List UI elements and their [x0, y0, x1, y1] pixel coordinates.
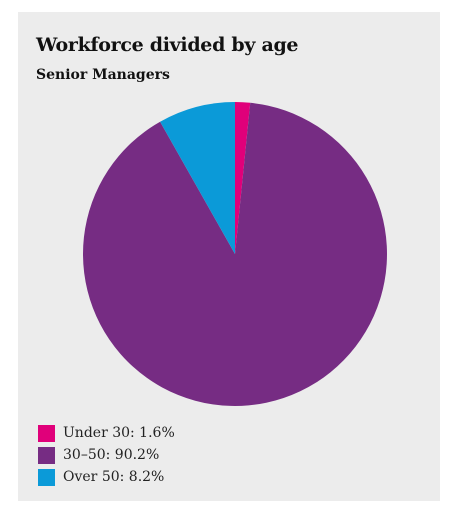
pie-slice-under-30	[235, 102, 251, 254]
chart-card: Workforce divided by age Senior Managers…	[18, 12, 440, 501]
legend-item-30-50: 30–50: 90.2%	[38, 444, 175, 466]
chart-subtitle: Senior Managers	[36, 67, 170, 83]
pie-slices	[82, 102, 387, 407]
legend: Under 30: 1.6% 30–50: 90.2% Over 50: 8.2…	[38, 422, 175, 488]
legend-swatch-30-50	[38, 446, 55, 464]
pie-slice-30-50	[82, 102, 387, 407]
legend-item-under-30: Under 30: 1.6%	[38, 422, 175, 444]
pie-chart	[82, 102, 387, 407]
chart-title: Workforce divided by age	[36, 34, 299, 56]
legend-item-over-50: Over 50: 8.2%	[38, 466, 175, 488]
pie-slice-over-50	[160, 102, 235, 254]
legend-swatch-over-50	[38, 468, 55, 486]
legend-swatch-under-30	[38, 424, 55, 442]
legend-label-under-30: Under 30: 1.6%	[63, 425, 175, 441]
legend-label-30-50: 30–50: 90.2%	[63, 447, 160, 463]
legend-label-over-50: Over 50: 8.2%	[63, 469, 165, 485]
